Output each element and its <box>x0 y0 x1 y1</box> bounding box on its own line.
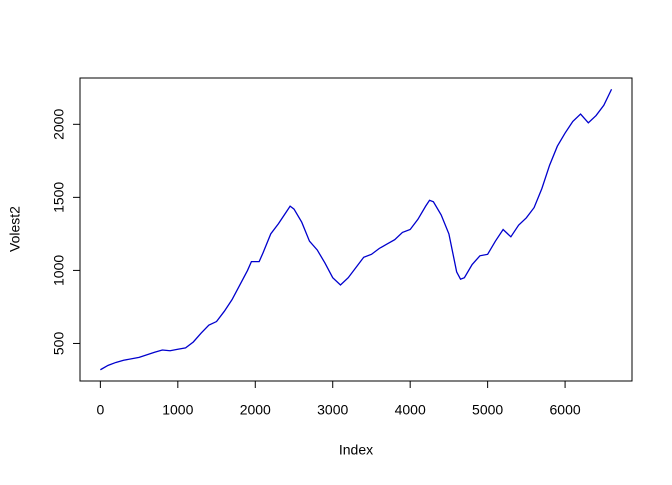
x-tick-label: 1000 <box>162 402 193 418</box>
x-tick-label: 0 <box>96 402 104 418</box>
y-tick-label: 1000 <box>51 255 67 286</box>
x-tick-label: 6000 <box>550 402 581 418</box>
x-tick-label: 4000 <box>395 402 426 418</box>
x-tick-label: 5000 <box>472 402 503 418</box>
plot-box <box>79 77 633 382</box>
y-tick-label: 500 <box>51 332 67 356</box>
y-tick-label: 2000 <box>51 109 67 140</box>
data-line <box>100 88 613 371</box>
x-tick-label: 3000 <box>317 402 348 418</box>
y-tick-label: 1500 <box>51 182 67 213</box>
x-tick-label: 2000 <box>240 402 271 418</box>
y-axis-label: Volest2 <box>7 206 23 252</box>
x-axis-label: Index <box>339 442 373 458</box>
